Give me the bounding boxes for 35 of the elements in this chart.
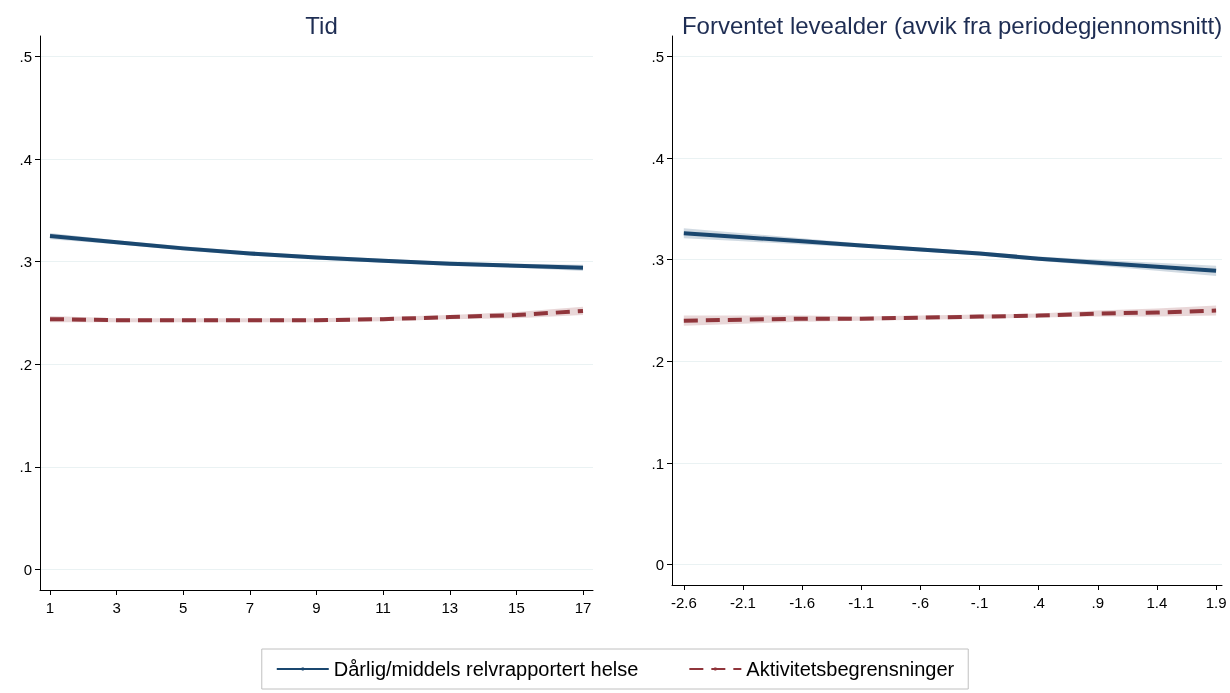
- y-tick-label: 0: [23, 560, 32, 578]
- x-tick-label: .9: [1091, 594, 1105, 611]
- y-tick-label: .1: [19, 458, 32, 476]
- y-tick-label: .1: [651, 454, 664, 472]
- x-tick-label: -.6: [911, 594, 930, 611]
- x-tick-label: 11: [375, 599, 391, 616]
- x-tick-label: 1: [45, 599, 55, 616]
- x-tick-label: 7: [245, 599, 255, 616]
- y-tick-label: .3: [19, 253, 32, 271]
- legend-label: Aktivitetsbegrensninger: [746, 658, 955, 680]
- y-tick-label: .4: [19, 150, 32, 168]
- y-tick-label: .5: [651, 47, 664, 65]
- x-tick-label: 5: [179, 599, 188, 616]
- legend-label: Dårlig/middels relvrapportert helse: [333, 658, 639, 680]
- chart-title: Forventet levealder (avvik fra periodegjennomsnitt): [681, 11, 1223, 39]
- x-tick-label: -2.6: [670, 594, 697, 611]
- x-tick-label: -1.6: [789, 594, 816, 611]
- x-tick-label: -.1: [970, 594, 989, 611]
- x-tick-label: .4: [1032, 594, 1045, 611]
- x-tick-label: 1.4: [1146, 594, 1168, 611]
- y-tick-label: 0: [655, 556, 664, 574]
- x-tick-label: 13: [441, 599, 459, 616]
- y-tick-label: .3: [651, 251, 664, 269]
- x-tick-label: 3: [112, 599, 121, 616]
- y-tick-label: .4: [651, 149, 664, 167]
- x-tick-label: -1.1: [848, 594, 875, 611]
- x-tick-label: 15: [508, 599, 525, 616]
- y-tick-label: .2: [19, 355, 32, 373]
- chart-title: Tid: [305, 11, 338, 39]
- x-tick-label: 9: [312, 599, 321, 616]
- y-tick-label: .5: [19, 48, 32, 66]
- x-tick-label: -2.1: [730, 594, 756, 611]
- x-tick-label: 17: [574, 599, 592, 616]
- x-tick-label: 1.9: [1205, 594, 1227, 611]
- y-tick-label: .2: [651, 352, 664, 370]
